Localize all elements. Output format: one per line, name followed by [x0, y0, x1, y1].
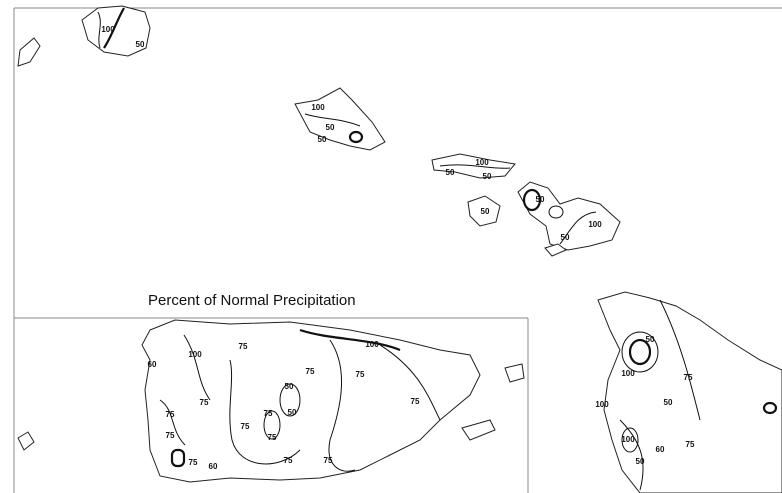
island	[597, 291, 782, 493]
map-title: Percent of Normal Precipitation	[148, 292, 356, 309]
contour-label: 100	[621, 435, 635, 444]
contour-line	[659, 299, 701, 421]
contour-line	[279, 383, 301, 417]
contour-line	[762, 401, 778, 415]
contour-line	[559, 211, 597, 245]
contour-label: 100	[188, 350, 202, 359]
contour-label: 50	[136, 40, 145, 49]
island	[294, 87, 386, 151]
frame	[13, 7, 782, 493]
island	[141, 319, 481, 483]
contour-label: 50	[446, 168, 455, 177]
contour-label: 50	[483, 172, 492, 181]
contour-line	[379, 344, 441, 421]
island	[544, 243, 567, 257]
contour-line	[183, 334, 211, 401]
contour-line	[619, 419, 644, 491]
contour-label: 50	[636, 457, 645, 466]
contour-line	[628, 338, 652, 366]
contour-labels: 100 50 100 50 50 100 50 50 100 50 50 50 100 75 100 75 75…	[101, 25, 695, 471]
contour-label: 50	[326, 123, 335, 132]
contour-line	[522, 188, 542, 212]
contour-label: 50	[536, 195, 545, 204]
contour-label: 60	[656, 445, 665, 454]
contour-label: 75	[239, 342, 248, 351]
contour-line	[621, 331, 659, 373]
contour-line	[103, 7, 125, 49]
island	[467, 195, 501, 227]
island	[504, 363, 525, 383]
contour-label: 50	[646, 335, 655, 344]
contour-label: 75	[268, 433, 277, 442]
contour-label: 50	[561, 233, 570, 242]
contour-label: 100	[588, 220, 602, 229]
contour-line	[548, 205, 564, 219]
contour-label: 50	[481, 207, 490, 216]
contour-label: 50	[285, 382, 294, 391]
island	[17, 37, 41, 67]
contour-label: 100	[311, 103, 325, 112]
contour-line	[299, 328, 401, 352]
contour-line	[97, 11, 101, 49]
island	[517, 181, 621, 251]
contour-line	[229, 359, 301, 465]
contour-line	[621, 427, 639, 453]
contour-line	[170, 448, 186, 468]
contour-label: 75	[284, 456, 293, 465]
contour-label: 75	[241, 422, 250, 431]
contour-label: 50	[288, 408, 297, 417]
contour-label: 100	[475, 158, 489, 167]
contour-label: 75	[189, 458, 198, 467]
contour-line	[263, 410, 281, 440]
contour-label: 75	[684, 373, 693, 382]
contour-line	[348, 130, 364, 144]
contour-label: 50	[318, 135, 327, 144]
contour-label: 75	[411, 397, 420, 406]
contour-label: 60	[148, 360, 157, 369]
contour-line	[304, 113, 361, 127]
island	[17, 431, 35, 451]
contour-label: 100	[595, 400, 609, 409]
contour-line	[159, 399, 186, 446]
contour-line	[328, 339, 356, 472]
contour-label: 60	[209, 462, 218, 471]
contour-label: 75	[686, 440, 695, 449]
contour-label: 75	[324, 456, 333, 465]
contour-label: 75	[200, 398, 209, 407]
contour-label: 75	[166, 431, 175, 440]
contour-label: 75	[166, 410, 175, 419]
contour-label: 75	[264, 409, 273, 418]
island	[461, 419, 496, 441]
contour-line	[439, 164, 511, 169]
contour-label: 100	[621, 369, 635, 378]
contour-label: 75	[306, 367, 315, 376]
contour-label: 75	[356, 370, 365, 379]
contour-label: 50	[664, 398, 673, 407]
islands	[17, 5, 782, 493]
contour-label: 100	[101, 25, 115, 34]
contour-label: 100	[365, 340, 379, 349]
